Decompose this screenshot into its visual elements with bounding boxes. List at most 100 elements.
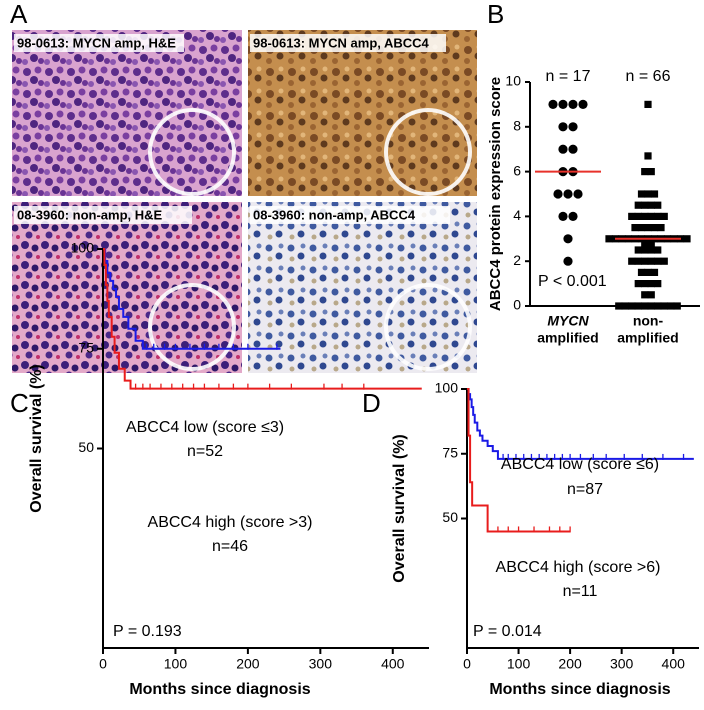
data-point [634, 302, 642, 310]
x-tick-label: amplified [617, 330, 678, 346]
y-axis-label: Overall survival (%) [28, 364, 45, 513]
tma-core [384, 108, 472, 196]
tma-core [384, 283, 472, 371]
data-point [634, 280, 642, 288]
data-point [650, 268, 659, 276]
data-point [650, 190, 659, 198]
y-tick-label: 4 [513, 207, 521, 223]
data-point [563, 256, 573, 266]
data-point [641, 212, 649, 220]
caption-bg [14, 206, 192, 224]
caption: 98-0613: MYCN amp, H&E [17, 35, 176, 50]
data-point [563, 189, 573, 199]
n-label: n=87 [567, 481, 603, 498]
data-point [647, 257, 655, 265]
data-point [637, 268, 646, 276]
x-tick-label: 400 [381, 656, 405, 672]
series-label: ABCC4 low (score ≤3) [126, 419, 284, 436]
caption: 98-0613: MYCN amp, ABCC4 [253, 35, 430, 50]
survival-curve [467, 388, 694, 460]
y-axis-label: ABCC4 protein expression score [487, 77, 504, 311]
x-tick-label: 100 [164, 656, 188, 672]
data-point [654, 280, 662, 288]
data-point [683, 235, 691, 243]
data-point [568, 99, 578, 109]
data-point [634, 246, 642, 254]
data-point [641, 168, 649, 176]
y-tick-label: 10 [505, 73, 521, 89]
data-point [634, 201, 642, 209]
survival-curve [103, 248, 422, 390]
y-tick-label: 50 [78, 439, 94, 455]
data-point [563, 234, 573, 244]
data-point [558, 122, 568, 132]
caption: 08-3960: non-amp, ABCC4 [253, 207, 416, 222]
data-point [558, 144, 568, 154]
data-point [667, 302, 675, 310]
y-tick-label: 8 [513, 118, 521, 134]
y-tick-label: 100 [71, 240, 95, 256]
n-label: n = 66 [626, 68, 671, 85]
x-tick-label: amplified [537, 330, 598, 346]
data-point [568, 144, 578, 154]
data-point [628, 302, 636, 310]
y-tick-label: 6 [513, 162, 521, 178]
n-label: n=11 [563, 583, 598, 600]
y-tick-label: 0 [513, 297, 521, 313]
x-tick-label: 100 [507, 656, 531, 672]
annotation: P = 0.014 [473, 623, 542, 640]
x-tick-label: 200 [236, 656, 260, 672]
caption: 08-3960: non-amp, H&E [17, 207, 163, 222]
data-point [644, 268, 652, 276]
n-label: n=46 [212, 538, 248, 555]
x-tick-label: 300 [309, 656, 333, 672]
annotation: P = 0.193 [113, 623, 182, 640]
data-point [644, 152, 652, 160]
tma-core [148, 283, 236, 371]
x-axis-label: Months since diagnosis [129, 681, 310, 698]
data-point [568, 122, 578, 132]
data-point [628, 257, 636, 265]
data-point [654, 302, 662, 310]
y-tick-label: 75 [78, 339, 94, 355]
data-point [548, 99, 558, 109]
data-point [654, 201, 662, 209]
data-point [573, 189, 583, 199]
series-label: ABCC4 high (score >6) [496, 559, 661, 576]
data-point [641, 201, 649, 209]
y-tick-label: 50 [442, 509, 458, 525]
data-point [637, 190, 646, 198]
data-point [558, 99, 568, 109]
data-point [660, 212, 668, 220]
data-point [558, 211, 568, 221]
data-point [641, 241, 649, 250]
data-point [654, 257, 662, 265]
x-tick-label: 0 [99, 656, 107, 672]
data-point [647, 246, 655, 254]
data-point [621, 302, 629, 310]
caption-bg [14, 34, 184, 52]
data-point [615, 302, 623, 310]
data-point [647, 201, 655, 209]
series-label: ABCC4 low (score ≤6) [501, 456, 659, 473]
data-point [553, 189, 563, 199]
x-tick-label: 300 [610, 656, 634, 672]
data-point [647, 291, 655, 299]
data-point [641, 280, 649, 288]
data-point [641, 257, 649, 265]
data-point [637, 224, 646, 232]
data-point [673, 302, 681, 310]
data-point [660, 302, 668, 310]
x-tick-label: 200 [558, 656, 582, 672]
data-point [641, 302, 649, 310]
data-point [641, 291, 649, 299]
panel-label: D [362, 388, 381, 418]
data-point [605, 235, 613, 243]
x-tick-label: 400 [662, 656, 686, 672]
data-point [578, 99, 588, 109]
image-panel: A 98-0613: MYCN amp, H&E 98-0613: MYCN a… [10, 0, 477, 373]
data-point [660, 257, 668, 265]
panel-label: A [10, 0, 28, 29]
y-tick-label: 75 [442, 444, 458, 460]
